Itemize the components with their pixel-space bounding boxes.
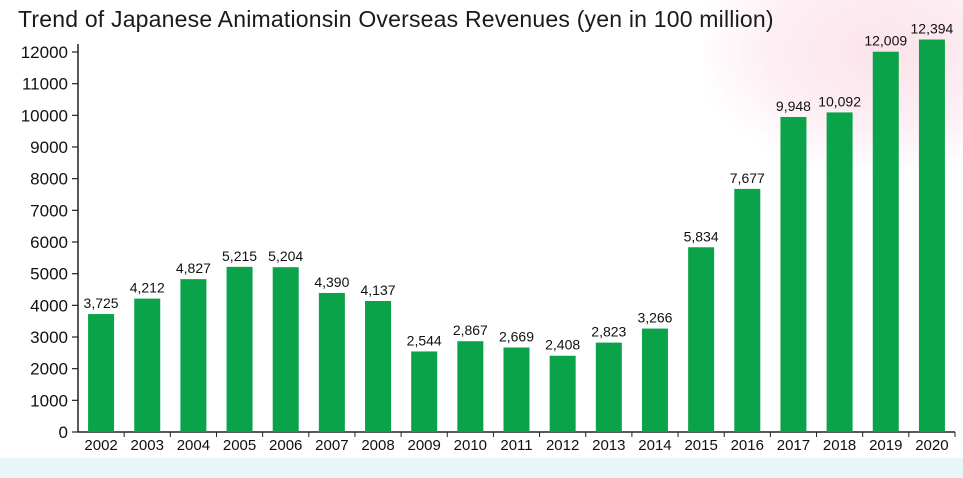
- y-tick-label: 7000: [30, 201, 68, 220]
- data-label: 4,137: [361, 282, 396, 298]
- data-label: 5,215: [222, 248, 257, 264]
- bar: [734, 188, 761, 432]
- y-tick-label: 4000: [30, 296, 68, 315]
- bar: [918, 39, 945, 432]
- bar: [503, 347, 530, 432]
- bar: [411, 351, 438, 432]
- data-label: 7,677: [730, 170, 765, 186]
- data-label: 2,544: [407, 332, 442, 348]
- data-label: 12,394: [911, 21, 954, 37]
- y-tick-label: 11000: [22, 75, 68, 94]
- bar: [365, 300, 392, 432]
- x-tick-label: 2003: [131, 437, 164, 454]
- data-label: 10,092: [818, 93, 861, 109]
- bar: [88, 314, 115, 432]
- bar: [641, 328, 668, 432]
- data-label: 4,390: [314, 274, 349, 290]
- data-label: 3,725: [84, 295, 119, 311]
- data-label: 4,827: [176, 260, 211, 276]
- y-tick-label: 6000: [30, 233, 68, 252]
- x-tick-label: 2017: [777, 437, 810, 454]
- bar: [872, 51, 899, 433]
- data-label: 5,834: [684, 228, 719, 244]
- y-tick-label: 9000: [30, 138, 68, 157]
- x-tick-label: 2007: [315, 437, 348, 454]
- x-tick-label: 2014: [638, 437, 671, 454]
- x-tick-label: 2008: [361, 437, 394, 454]
- data-label: 2,823: [591, 324, 626, 340]
- bar: [826, 112, 853, 433]
- x-tick-label: 2016: [731, 437, 764, 454]
- y-tick-label: 12000: [21, 43, 68, 62]
- data-label: 2,867: [453, 322, 488, 338]
- x-tick-label: 2012: [546, 437, 579, 454]
- x-tick-label: 2011: [500, 437, 532, 454]
- data-label: 5,204: [268, 248, 303, 264]
- data-label: 2,669: [499, 328, 534, 344]
- x-tick-label: 2006: [269, 437, 302, 454]
- x-tick-label: 2004: [177, 437, 210, 454]
- y-tick-label: 2000: [30, 360, 68, 379]
- x-tick-label: 2018: [823, 437, 856, 454]
- bar: [272, 267, 299, 432]
- chart-title: Trend of Japanese Animationsin Overseas …: [18, 6, 774, 32]
- y-tick-label: 0: [59, 423, 68, 442]
- x-tick-label: 2013: [592, 437, 625, 454]
- y-tick-label: 5000: [30, 265, 68, 284]
- bar: [457, 341, 484, 432]
- bar: [688, 247, 715, 432]
- bar: [318, 292, 345, 432]
- data-label: 9,948: [776, 98, 811, 114]
- y-tick-label: 3000: [30, 328, 68, 347]
- x-tick-label: 2020: [915, 437, 948, 454]
- x-tick-label: 2009: [407, 437, 440, 454]
- y-tick-label: 8000: [30, 170, 68, 189]
- data-label: 3,266: [637, 310, 672, 326]
- bar: [780, 116, 807, 432]
- x-tick-label: 2019: [869, 437, 902, 454]
- y-tick-label: 1000: [30, 391, 68, 410]
- footer-band: [0, 458, 963, 478]
- x-tick-label: 2015: [684, 437, 717, 454]
- bar: [180, 279, 207, 432]
- x-tick-label: 2005: [223, 437, 256, 454]
- bar: [549, 355, 576, 432]
- bar: [134, 298, 161, 432]
- x-tick-label: 2010: [454, 437, 487, 454]
- data-label: 4,212: [130, 280, 165, 296]
- data-label: 2,408: [545, 337, 580, 353]
- data-label: 12,009: [864, 33, 907, 49]
- x-tick-label: 2002: [84, 437, 117, 454]
- y-tick-label: 10000: [21, 106, 68, 125]
- bar: [226, 266, 253, 432]
- bar: [595, 342, 622, 432]
